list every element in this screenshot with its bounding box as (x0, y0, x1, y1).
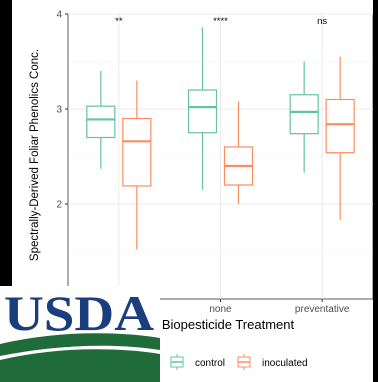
box-inoculated-2 (325, 56, 355, 221)
iqr-box (325, 98, 355, 154)
legend-label-inoculated: inoculated (262, 358, 308, 369)
box-inoculated-1 (223, 101, 254, 204)
y-axis-title: Spectrally-Derived Foliar Phenolics Conc… (29, 49, 41, 261)
box-control-0 (86, 71, 116, 169)
usda-logo: USDA (0, 286, 160, 382)
grid-lines (68, 13, 373, 299)
iqr-box (187, 89, 218, 134)
xtick-label-2: preventative (295, 304, 350, 315)
significance-0: ** (115, 16, 123, 27)
y-axis-ticks: 2 3 4 (56, 10, 68, 211)
iqr-box (122, 117, 152, 187)
ytick-label-3: 3 (56, 105, 62, 116)
significance-2: ns (317, 16, 327, 27)
legend-key-inoculated (237, 354, 251, 370)
box-layer (86, 27, 355, 250)
significance-markers: ** **** ns (115, 16, 327, 27)
box-control-2 (289, 61, 319, 173)
ytick-label-2: 2 (56, 200, 62, 211)
x-axis-title: Biopesticide Treatment (162, 317, 295, 332)
iqr-box (289, 94, 319, 135)
ytick-label-4: 4 (56, 10, 62, 21)
box-inoculated-0 (122, 80, 152, 250)
significance-1: **** (213, 16, 228, 27)
right-black-border (373, 0, 378, 382)
iqr-box (86, 105, 116, 139)
usda-wordmark: USDA (4, 286, 154, 341)
box-control-1 (187, 27, 218, 190)
legend-key-control (170, 354, 184, 370)
legend-label-control: control (195, 358, 225, 369)
legend: control inoculated (170, 354, 308, 370)
xtick-label-1: none (209, 304, 232, 315)
